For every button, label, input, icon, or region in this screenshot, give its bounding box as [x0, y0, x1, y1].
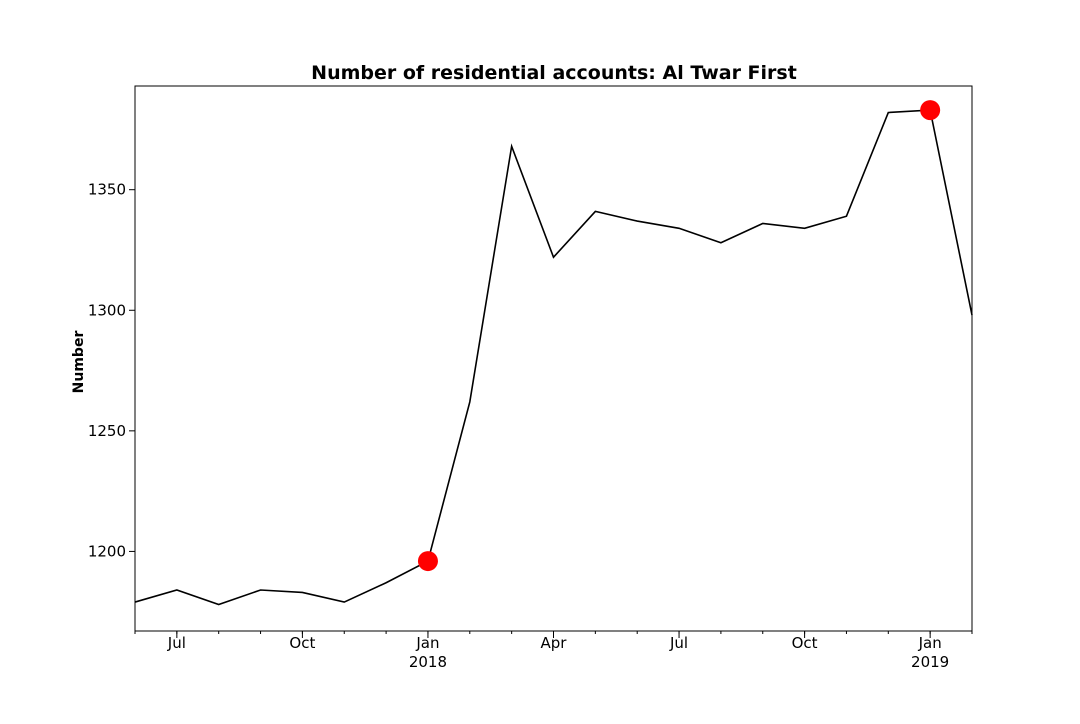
y-tick-label: 1200	[88, 542, 126, 560]
y-tick-label: 1350	[88, 181, 126, 199]
x-tick-label: Oct	[289, 634, 315, 652]
x-tick-label: Jul	[167, 634, 186, 652]
y-axis-label: Number	[71, 331, 87, 394]
chart-title: Number of residential accounts: Al Twar …	[311, 62, 797, 84]
x-tick-sublabel: 2019	[911, 653, 949, 671]
highlight-marker	[417, 551, 438, 572]
series-line	[134, 109, 973, 606]
x-tick-label: Apr	[541, 634, 568, 652]
y-tick-label: 1250	[88, 422, 126, 440]
x-tick-sublabel: 2018	[409, 653, 447, 671]
x-tick-label: Jan	[918, 634, 942, 652]
plot-frame	[134, 85, 973, 632]
x-tick-label: Jan	[415, 634, 439, 652]
y-tick-label: 1300	[88, 301, 126, 319]
x-tick-label: Oct	[792, 634, 818, 652]
x-tick-label: Jul	[669, 634, 688, 652]
highlight-marker	[920, 100, 941, 121]
